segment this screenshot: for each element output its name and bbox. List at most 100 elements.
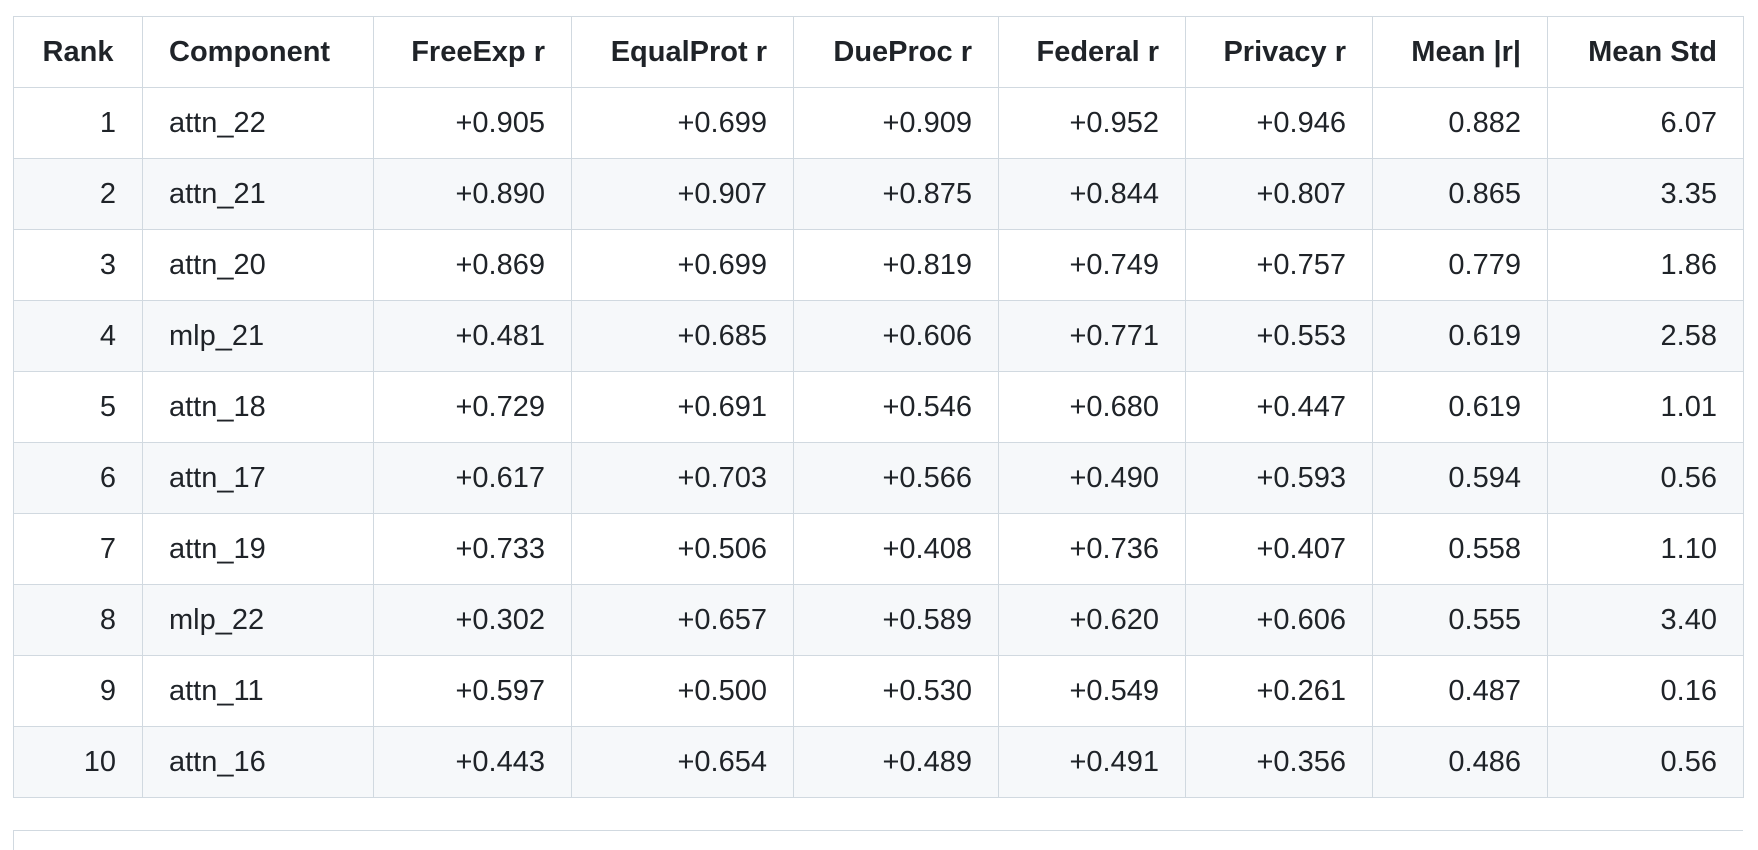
table-cell: 5 [13,371,143,443]
table-row: 1 attn_22 +0.905 +0.699 +0.909 +0.952 +0.946 0.… [13,87,1744,159]
table-cell: +0.506 [571,513,794,585]
table-cell: +0.617 [373,442,572,514]
table-cell: +0.890 [373,158,572,230]
header-cell: Mean |r| [1372,16,1548,88]
table-cell: 3.40 [1547,584,1744,656]
table-cell: +0.481 [373,300,572,372]
table-row: 8 mlp_22 +0.302 +0.657 +0.589 +0.620 +0.606 0.5… [13,584,1744,656]
table-cell: +0.657 [571,584,794,656]
header-cell: DueProc r [793,16,999,88]
table-cell: +0.491 [998,726,1186,798]
table-cell: 3 [13,229,143,301]
table-cell: mlp_22 [142,584,374,656]
table-cell: attn_22 [142,87,374,159]
table-cell: 0.882 [1372,87,1548,159]
table-row: 2 attn_21 +0.890 +0.907 +0.875 +0.844 +0.807 0.… [13,158,1744,230]
table-row: 10 attn_16 +0.443 +0.654 +0.489 +0.491 +0.356 0… [13,726,1744,798]
table-cell: +0.757 [1185,229,1373,301]
table-cell: +0.408 [793,513,999,585]
table-container: Rank Component FreeExp r EqualProt r DueProc… [13,16,1744,798]
table-cell: +0.699 [571,87,794,159]
table-cell: 4 [13,300,143,372]
header-row: Rank Component FreeExp r EqualProt r DueProc… [13,16,1744,88]
table-cell: +0.593 [1185,442,1373,514]
header-cell: Rank [13,16,143,88]
table-cell: +0.680 [998,371,1186,443]
table-cell: 0.619 [1372,300,1548,372]
table-cell: 0.56 [1547,726,1744,798]
table-cell: +0.736 [998,513,1186,585]
table-cell: 9 [13,655,143,727]
table-cell: 0.555 [1372,584,1548,656]
table-cell: 7 [13,513,143,585]
table-cell: +0.620 [998,584,1186,656]
table-cell: 2 [13,158,143,230]
table-row: 4 mlp_21 +0.481 +0.685 +0.606 +0.771 +0.553 0.6… [13,300,1744,372]
table-cell: +0.654 [571,726,794,798]
table-cell: +0.606 [1185,584,1373,656]
table-cell: 3.35 [1547,158,1744,230]
table-cell: +0.807 [1185,158,1373,230]
table-cell: 6 [13,442,143,514]
table-cell: 10 [13,726,143,798]
table-cell: attn_19 [142,513,374,585]
table-cell: +0.699 [571,229,794,301]
table-cell: 0.558 [1372,513,1548,585]
table-cell: +0.729 [373,371,572,443]
table-cell: mlp_21 [142,300,374,372]
table-row: 3 attn_20 +0.869 +0.699 +0.819 +0.749 +0.757 0.… [13,229,1744,301]
table-cell: attn_18 [142,371,374,443]
results-table: Rank Component FreeExp r EqualProt r DueProc… [13,16,1744,798]
table-cell: attn_16 [142,726,374,798]
table-cell: 0.56 [1547,442,1744,514]
table-cell: +0.844 [998,158,1186,230]
table-cell: +0.905 [373,87,572,159]
table-cell: +0.589 [793,584,999,656]
table-cell: +0.549 [998,655,1186,727]
table-cell: 1.86 [1547,229,1744,301]
table-cell: +0.907 [571,158,794,230]
table-row: 5 attn_18 +0.729 +0.691 +0.546 +0.680 +0.447 0.… [13,371,1744,443]
table-cell: +0.302 [373,584,572,656]
table-cell: +0.500 [571,655,794,727]
table-cell: +0.909 [793,87,999,159]
table-cell: +0.261 [1185,655,1373,727]
table-cell: 6.07 [1547,87,1744,159]
table-body: 1 attn_22 +0.905 +0.699 +0.909 +0.952 +0.946 0.… [13,87,1744,798]
header-cell: Federal r [998,16,1186,88]
table-cell: 0.487 [1372,655,1548,727]
table-cell: 1.01 [1547,371,1744,443]
table-cell: +0.946 [1185,87,1373,159]
header-cell: Mean Std [1547,16,1744,88]
table-header: Rank Component FreeExp r EqualProt r DueProc… [13,16,1744,88]
table-row-partial [13,830,1743,850]
table-cell: 0.779 [1372,229,1548,301]
table-cell: +0.566 [793,442,999,514]
table-cell: attn_20 [142,229,374,301]
table-cell: +0.447 [1185,371,1373,443]
table-cell: attn_11 [142,655,374,727]
table-row: 7 attn_19 +0.733 +0.506 +0.408 +0.736 +0.407 0.… [13,513,1744,585]
table-cell: +0.553 [1185,300,1373,372]
table-row: 9 attn_11 +0.597 +0.500 +0.530 +0.549 +0.261 0.… [13,655,1744,727]
table-cell: 0.594 [1372,442,1548,514]
table-cell: +0.703 [571,442,794,514]
header-cell: Component [142,16,374,88]
table-cell: +0.490 [998,442,1186,514]
table-cell: attn_21 [142,158,374,230]
table-cell: +0.597 [373,655,572,727]
table-cell: +0.771 [998,300,1186,372]
table-cell: 2.58 [1547,300,1744,372]
table-cell: 1 [13,87,143,159]
table-cell: 8 [13,584,143,656]
table-cell: +0.546 [793,371,999,443]
table-cell: +0.691 [571,371,794,443]
table-cell: +0.952 [998,87,1186,159]
table-cell: 0.486 [1372,726,1548,798]
table-row: 6 attn_17 +0.617 +0.703 +0.566 +0.490 +0.593 0.… [13,442,1744,514]
table-cell: attn_17 [142,442,374,514]
table-cell: +0.489 [793,726,999,798]
header-cell: FreeExp r [373,16,572,88]
header-cell: Privacy r [1185,16,1373,88]
